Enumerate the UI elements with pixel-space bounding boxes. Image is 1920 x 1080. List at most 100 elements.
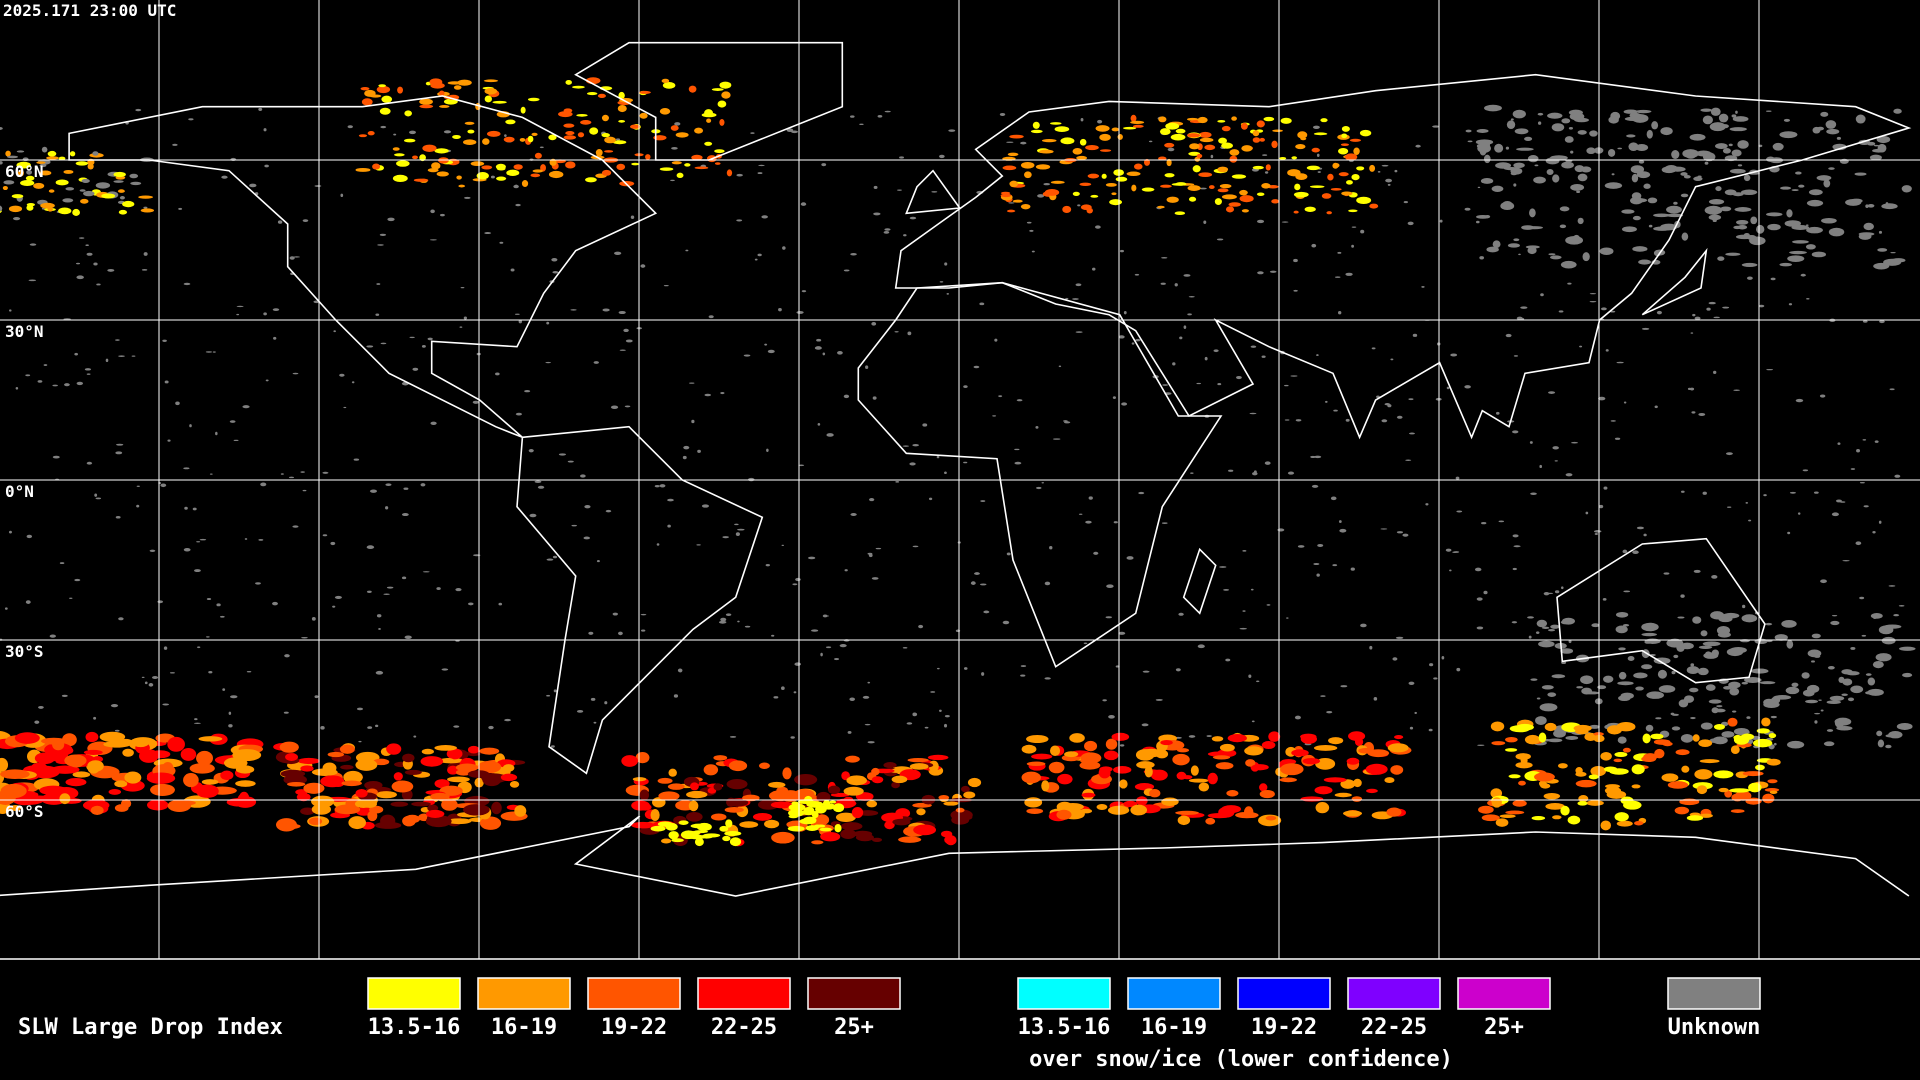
- cloud-pixel: [1187, 133, 1201, 138]
- cloud-pixel: [1425, 503, 1429, 506]
- cloud-pixel: [434, 148, 449, 154]
- cloud-pixel: [1338, 520, 1342, 523]
- cloud-pixel: [436, 171, 449, 177]
- cloud-pixel: [1674, 806, 1690, 815]
- cloud-pixel: [576, 710, 584, 713]
- cloud-pixel: [1737, 164, 1743, 167]
- cloud-pixel: [707, 787, 717, 794]
- cloud-pixel: [1359, 129, 1372, 137]
- cloud-pixel: [828, 785, 841, 795]
- cloud-pixel: [1550, 624, 1560, 629]
- cloud-pixel: [767, 349, 775, 354]
- cloud-pixel: [1086, 207, 1093, 214]
- cloud-pixel: [1214, 198, 1222, 206]
- cloud-pixel: [479, 747, 500, 755]
- cloud-pixel: [867, 741, 875, 744]
- cloud-pixel: [1207, 751, 1231, 757]
- cloud-pixel: [1893, 108, 1902, 114]
- cloud-pixel: [1867, 141, 1876, 146]
- cloud-pixel: [1396, 415, 1403, 419]
- cloud-pixel: [822, 614, 828, 618]
- cloud-pixel: [1161, 522, 1168, 524]
- cloud-pixel: [1841, 693, 1848, 696]
- cloud-pixel: [376, 791, 397, 799]
- cloud-pixel: [1179, 336, 1183, 340]
- cloud-pixel: [1627, 656, 1635, 661]
- cloud-pixel: [1348, 209, 1358, 213]
- cloud-pixel: [297, 757, 320, 765]
- cloud-pixel: [754, 258, 758, 261]
- cloud-pixel: [1484, 104, 1502, 112]
- cloud-pixel: [1136, 796, 1148, 806]
- cloud-pixel: [1044, 189, 1060, 196]
- legend-label: 19-22: [601, 1015, 667, 1040]
- cloud-pixel: [1683, 174, 1691, 179]
- cloud-pixel: [1177, 748, 1190, 753]
- cloud-pixel: [580, 474, 586, 478]
- cloud-pixel: [1262, 154, 1268, 156]
- cloud-pixel: [623, 328, 629, 333]
- cloud-pixel: [570, 309, 577, 311]
- cloud-pixel: [1311, 147, 1320, 153]
- cloud-pixel: [118, 209, 128, 215]
- cloud-pixel: [1482, 142, 1491, 148]
- cloud-pixel: [807, 820, 814, 824]
- cloud-pixel: [1396, 531, 1404, 534]
- cloud-pixel: [1565, 236, 1584, 245]
- cloud-pixel: [147, 799, 169, 811]
- cloud-pixel: [1732, 116, 1749, 122]
- cloud-pixel: [422, 571, 430, 573]
- cloud-pixel: [572, 85, 585, 89]
- cloud-pixel: [546, 694, 551, 697]
- cloud-pixel: [1646, 129, 1653, 139]
- cloud-pixel: [1020, 141, 1027, 145]
- cloud-pixel: [612, 140, 627, 145]
- legend-swatch: [1347, 977, 1441, 1010]
- cloud-pixel: [1585, 691, 1600, 695]
- legend-swatch: [1127, 977, 1221, 1010]
- cloud-pixel: [1213, 349, 1219, 353]
- cloud-pixel: [322, 534, 328, 537]
- cloud-pixel: [1269, 270, 1277, 273]
- cloud-pixel: [1538, 732, 1547, 743]
- cloud-pixel: [912, 712, 917, 717]
- cloud-pixel: [1708, 199, 1725, 205]
- cloud-pixel: [393, 133, 397, 136]
- cloud-pixel: [1577, 217, 1584, 225]
- cloud-pixel: [1872, 661, 1884, 669]
- cloud-pixel: [404, 769, 422, 775]
- cloud-pixel: [1291, 749, 1309, 757]
- cloud-pixel: [367, 726, 373, 729]
- cloud-pixel: [131, 355, 136, 357]
- cloud-pixel: [1690, 332, 1694, 334]
- cloud-pixel: [721, 91, 731, 99]
- cloud-pixel: [403, 138, 416, 143]
- cloud-pixel: [1297, 131, 1308, 139]
- cloud-pixel: [65, 777, 87, 787]
- cloud-pixel: [386, 586, 394, 589]
- cloud-pixel: [846, 775, 867, 786]
- cloud-pixel: [1820, 579, 1827, 584]
- cloud-pixel: [162, 762, 174, 774]
- cloud-pixel: [729, 735, 737, 738]
- cloud-pixel: [1130, 804, 1148, 816]
- lat-lon-grid: [0, 0, 1920, 959]
- cloud-pixel: [1741, 262, 1758, 267]
- cloud-pixel: [1265, 164, 1271, 171]
- cloud-pixel: [803, 806, 815, 814]
- cloud-pixel: [339, 373, 345, 377]
- cloud-pixel: [1203, 220, 1207, 224]
- cloud-pixel: [631, 821, 655, 829]
- cloud-pixel: [1242, 610, 1246, 612]
- cloud-pixel: [1806, 199, 1824, 207]
- cloud-pixel: [1513, 238, 1520, 242]
- cloud-pixel: [719, 119, 725, 126]
- cloud-pixel: [1831, 512, 1839, 517]
- cloud-pixel: [1284, 384, 1289, 387]
- cloud-pixel: [189, 424, 192, 428]
- cloud-pixel: [710, 813, 727, 821]
- cloud-pixel: [711, 88, 724, 91]
- cloud-pixel: [1512, 799, 1527, 807]
- cloud-pixel: [1498, 520, 1505, 523]
- cloud-pixel: [341, 780, 362, 787]
